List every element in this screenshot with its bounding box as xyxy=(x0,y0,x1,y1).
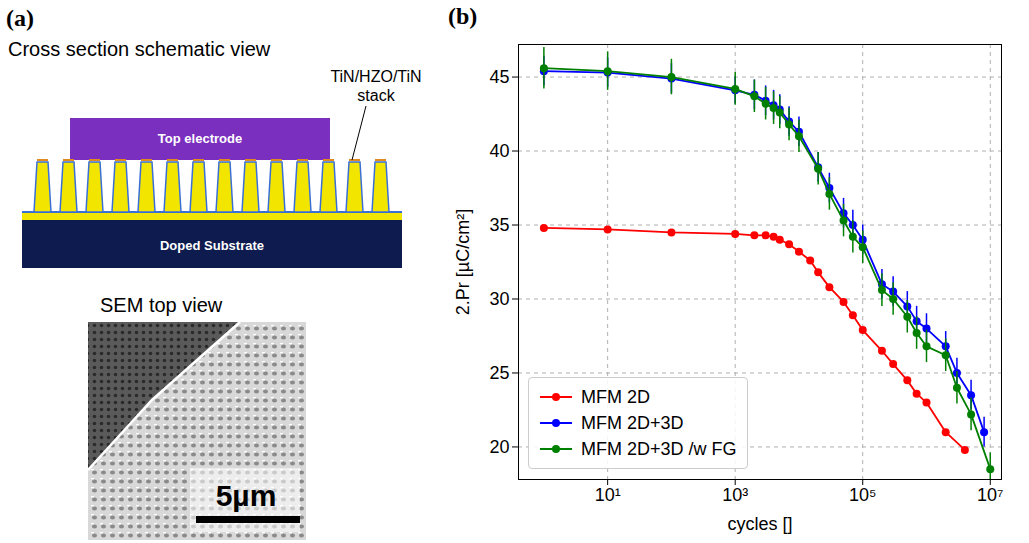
html-text:MFM 2D+3D /w FG: MFM 2D+3D /w FG xyxy=(581,438,737,459)
html-text:MFM 2D: MFM 2D xyxy=(581,386,650,407)
svg-text:Top electrode: Top electrode xyxy=(158,131,242,146)
svg-text:cycles []: cycles [] xyxy=(727,514,792,534)
svg-text:5µm: 5µm xyxy=(216,479,277,512)
svg-text:SEM top view: SEM top view xyxy=(100,294,223,316)
svg-text:10⁵: 10⁵ xyxy=(849,485,876,505)
svg-text:10⁷: 10⁷ xyxy=(977,485,1004,505)
svg-text:45: 45 xyxy=(489,67,509,87)
svg-text:20: 20 xyxy=(489,437,509,457)
svg-text:2.Pr [µC/cm²]: 2.Pr [µC/cm²] xyxy=(453,209,473,315)
svg-text:Doped Substrate: Doped Substrate xyxy=(160,238,264,253)
svg-text:TiN/HZO/TiNstack: TiN/HZO/TiNstack xyxy=(330,68,421,104)
svg-text:40: 40 xyxy=(489,141,509,161)
svg-text:(a): (a) xyxy=(6,5,34,31)
svg-text:30: 30 xyxy=(489,289,509,309)
svg-text:10³: 10³ xyxy=(722,485,748,505)
html-text:(b): (b) xyxy=(448,3,478,29)
svg-text:25: 25 xyxy=(489,363,509,383)
html-text:MFM 2D+3D: MFM 2D+3D xyxy=(581,412,684,433)
svg-text:35: 35 xyxy=(489,215,509,235)
svg-text:10¹: 10¹ xyxy=(595,485,621,505)
svg-text:Cross section schematic view: Cross section schematic view xyxy=(8,38,271,60)
